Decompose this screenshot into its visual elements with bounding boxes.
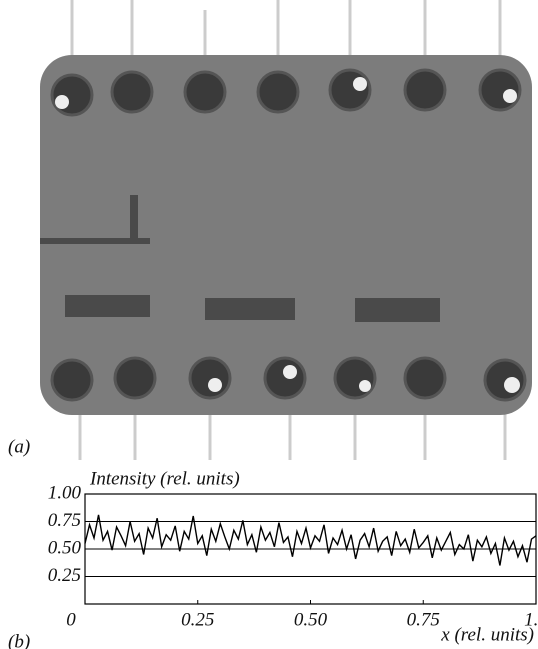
x-axis-title: x (rel. units)	[440, 624, 534, 645]
x-tick-label: 0	[66, 609, 76, 630]
y-tick-label: 0.75	[48, 510, 81, 531]
data-line	[84, 514, 537, 566]
y-tick-label: 0.50	[48, 537, 82, 558]
panel-label: (b)	[8, 631, 30, 649]
y-axis-title: Intensity (rel. units)	[89, 468, 240, 489]
plot: 0.25 0.50 0.75 1.00 0 0.25 0.50 0.75 1.0	[48, 482, 538, 630]
y-tick-label: 0.25	[48, 565, 81, 586]
chip-image	[40, 0, 532, 460]
x-tick-label: 0.50	[294, 609, 328, 630]
x-tick-label: 1.0	[524, 609, 538, 630]
image-label: (a)	[8, 436, 30, 457]
x-tick-label: 0.75	[407, 609, 440, 630]
y-tick-label: 1.00	[48, 482, 82, 503]
x-tick-label: 0.25	[181, 609, 214, 630]
